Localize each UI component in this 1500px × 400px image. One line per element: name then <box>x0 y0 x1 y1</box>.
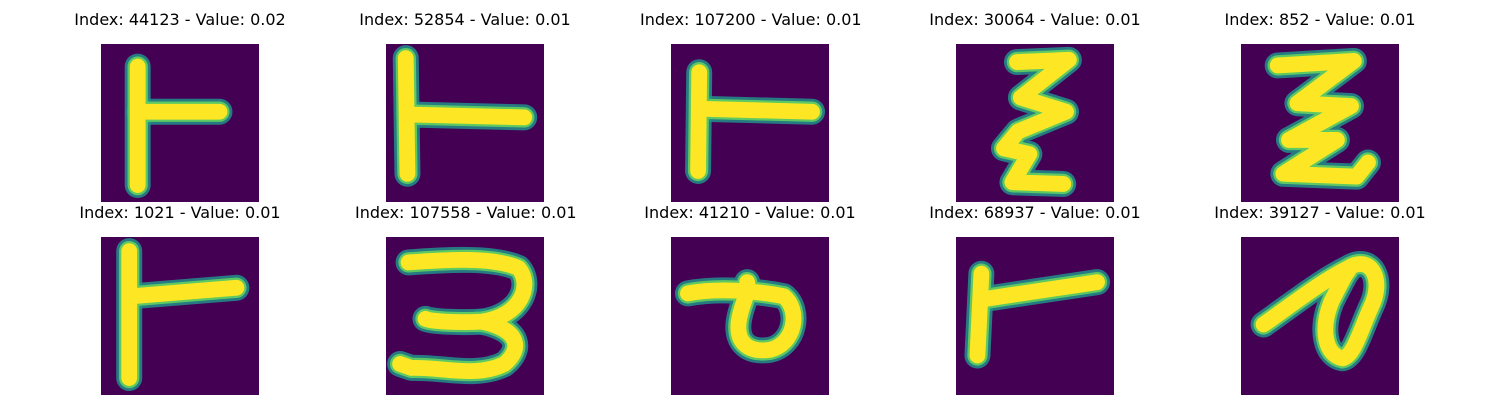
glyph-stroke <box>400 251 533 330</box>
digit-image <box>1241 44 1399 202</box>
digit-image <box>956 44 1114 202</box>
grid-cell: Index: 107200 - Value: 0.01 <box>640 10 862 202</box>
handwritten-glyph <box>124 53 233 199</box>
handwritten-glyph <box>1250 251 1390 372</box>
glyph-stroke <box>392 313 524 380</box>
glyph-stroke <box>124 279 245 305</box>
handwritten-glyph <box>1264 47 1381 190</box>
handwritten-glyph <box>685 59 826 184</box>
digit-image <box>101 237 259 395</box>
grid-cell: Index: 52854 - Value: 0.01 <box>355 10 575 202</box>
grid-cell: Index: 41210 - Value: 0.01 <box>640 203 860 395</box>
glyph-stroke <box>969 265 990 364</box>
cell-title: Index: 68937 - Value: 0.01 <box>929 203 1141 222</box>
handwritten-glyph <box>990 46 1082 197</box>
digit-image <box>956 237 1114 395</box>
digit-image <box>386 237 544 395</box>
glyph-stroke <box>680 274 802 359</box>
glyph-stroke <box>1269 53 1376 185</box>
cell-title: Index: 39127 - Value: 0.01 <box>1214 203 1426 222</box>
grid-cell: Index: 852 - Value: 0.01 <box>1210 10 1430 202</box>
digit-image <box>1241 237 1399 395</box>
grid-cell: Index: 1021 - Value: 0.01 <box>70 203 290 395</box>
cell-title: Index: 52854 - Value: 0.01 <box>359 10 571 29</box>
cell-title: Index: 1021 - Value: 0.01 <box>79 203 281 222</box>
cell-title: Index: 852 - Value: 0.01 <box>1224 10 1416 29</box>
digit-image <box>386 44 544 202</box>
cell-title: Index: 30064 - Value: 0.01 <box>929 10 1141 29</box>
handwritten-glyph <box>674 269 807 364</box>
digit-image <box>671 44 829 202</box>
grid-cell: Index: 68937 - Value: 0.01 <box>925 203 1145 395</box>
digit-image <box>101 44 259 202</box>
grid-cell: Index: 30064 - Value: 0.01 <box>925 10 1145 202</box>
glyph-stroke <box>696 100 820 120</box>
cell-title: Index: 107200 - Value: 0.01 <box>640 10 862 29</box>
grid-cell: Index: 39127 - Value: 0.01 <box>1210 203 1430 395</box>
cell-title: Index: 107558 - Value: 0.01 <box>355 203 577 222</box>
glyph-stroke <box>996 51 1077 192</box>
glyph-stroke <box>690 64 708 179</box>
handwritten-glyph <box>387 246 538 385</box>
cell-title: Index: 44123 - Value: 0.02 <box>74 10 286 29</box>
grid-cell: Index: 44123 - Value: 0.02 <box>70 10 290 202</box>
handwritten-glyph <box>392 45 538 187</box>
handwritten-glyph <box>116 238 250 392</box>
grid-cell: Index: 107558 - Value: 0.01 <box>355 203 577 395</box>
handwritten-glyph <box>964 260 1111 369</box>
glyph-stroke <box>976 274 1105 307</box>
glyph-stroke <box>1255 256 1385 367</box>
glyph-stroke <box>400 106 533 126</box>
digit-image <box>671 237 829 395</box>
cell-title: Index: 41210 - Value: 0.01 <box>644 203 856 222</box>
